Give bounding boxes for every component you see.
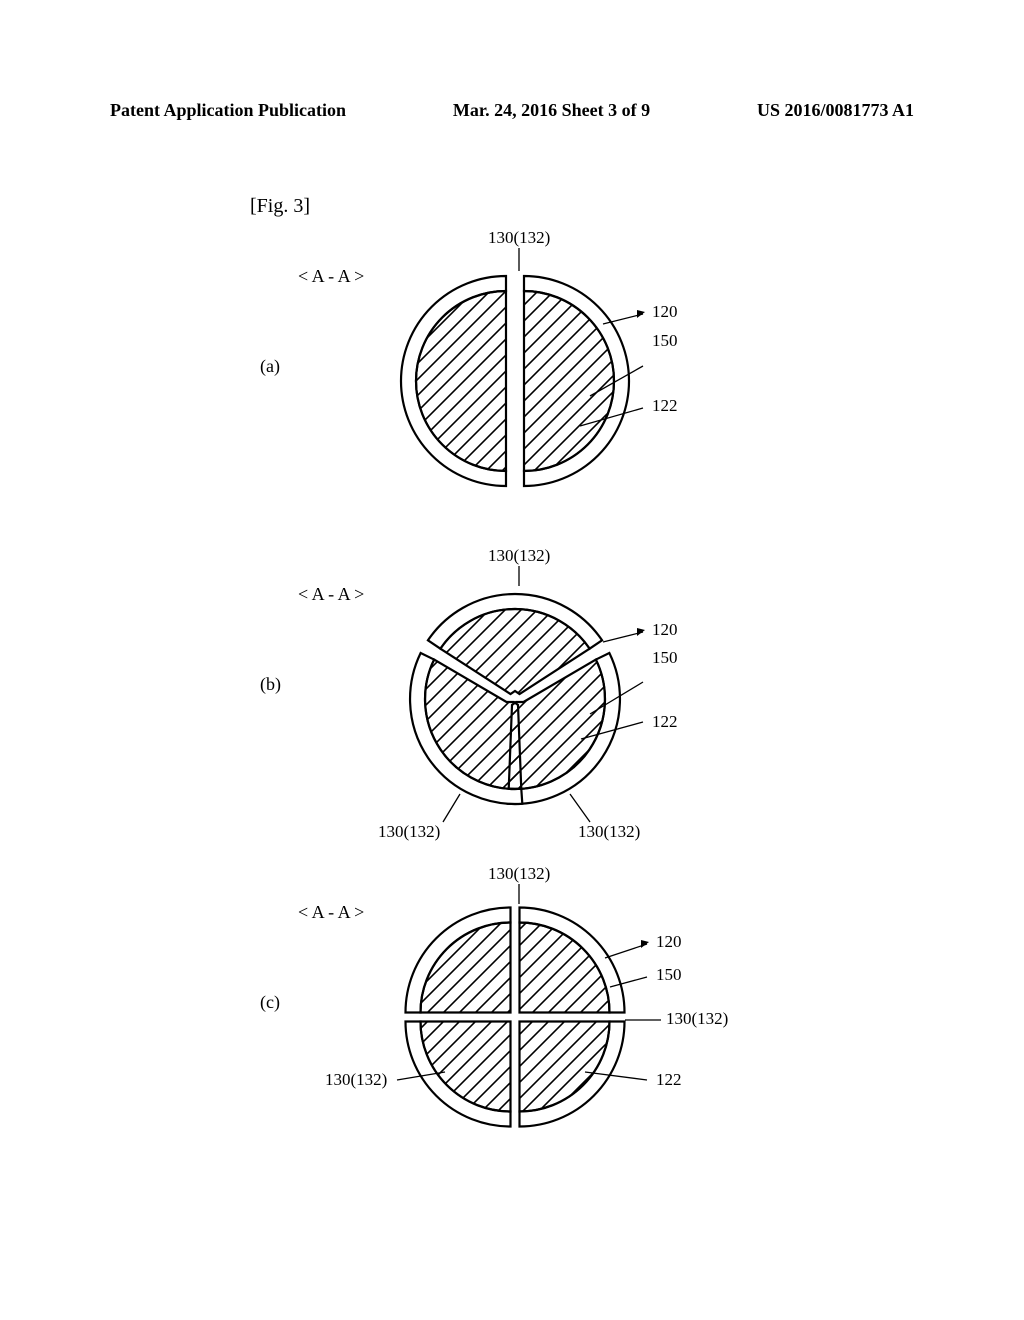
- row-label-c: (c): [260, 992, 280, 1013]
- label-130-c-top: 130(132): [488, 864, 550, 884]
- header-center: Mar. 24, 2016 Sheet 3 of 9: [453, 100, 650, 121]
- label-150-b: 150: [652, 648, 678, 668]
- section-label-b: < A - A >: [298, 584, 364, 605]
- label-150-a: 150: [652, 331, 678, 351]
- label-120-c: 120: [656, 932, 682, 952]
- diagram-b: [385, 554, 645, 859]
- label-120-b: 120: [652, 620, 678, 640]
- label-130-a-top: 130(132): [488, 228, 550, 248]
- row-label-a: (a): [260, 356, 280, 377]
- subfigure-c: < A - A > (c): [250, 872, 770, 1172]
- figure-title: [Fig. 3]: [250, 195, 770, 218]
- label-130-c-left: 130(132): [325, 1070, 387, 1090]
- section-label-c: < A - A >: [298, 902, 364, 923]
- label-122-b: 122: [652, 712, 678, 732]
- label-130-b-top: 130(132): [488, 546, 550, 566]
- label-122-c: 122: [656, 1070, 682, 1090]
- label-120-a: 120: [652, 302, 678, 322]
- header-left: Patent Application Publication: [110, 100, 346, 121]
- figure-3: [Fig. 3] < A - A > (a): [250, 195, 770, 1190]
- label-130-b-br: 130(132): [578, 822, 640, 842]
- section-label-a: < A - A >: [298, 266, 364, 287]
- label-150-c: 150: [656, 965, 682, 985]
- diagram-a: [385, 236, 645, 521]
- label-122-a: 122: [652, 396, 678, 416]
- header-right: US 2016/0081773 A1: [757, 100, 914, 121]
- subfigure-a: < A - A > (a): [250, 236, 770, 536]
- label-130-b-bl: 130(132): [378, 822, 440, 842]
- diagram-c: [385, 872, 665, 1167]
- row-label-b: (b): [260, 674, 281, 695]
- subfigure-b: < A - A > (b): [250, 554, 770, 854]
- label-130-c-right: 130(132): [666, 1009, 728, 1029]
